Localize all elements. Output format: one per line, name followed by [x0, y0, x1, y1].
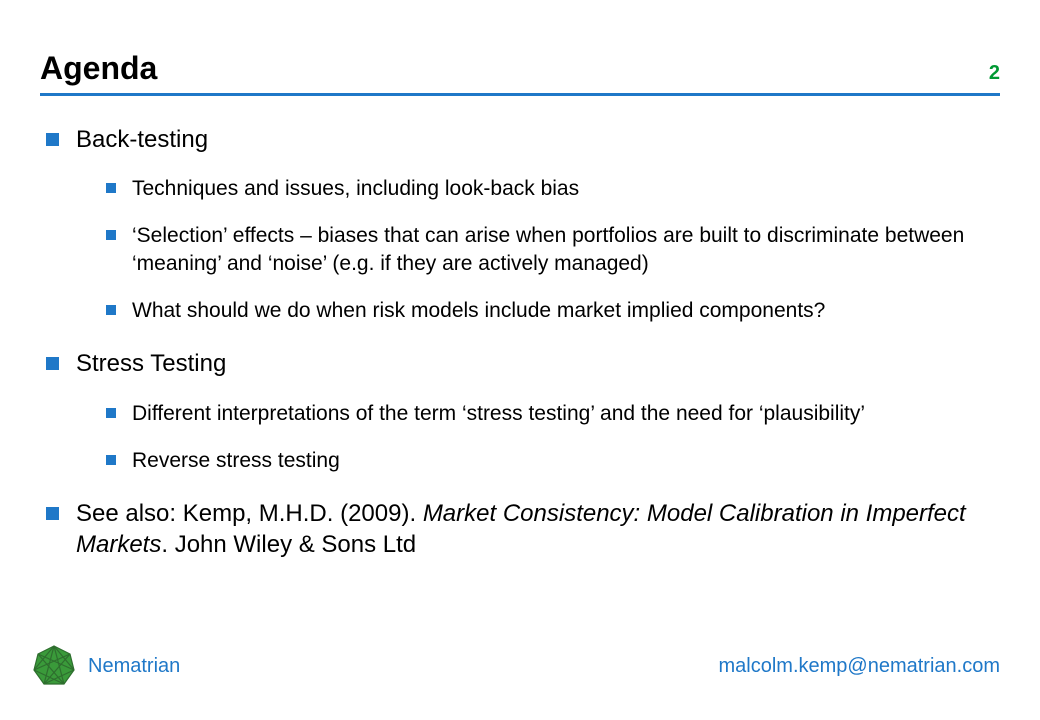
see-also-text: See also: Kemp, M.H.D. (2009). Market Co… [76, 500, 966, 558]
bullet-list-l2: Techniques and issues, including look-ba… [106, 175, 1000, 324]
footer-left: Nematrian [30, 642, 180, 690]
list-item: Back-testing Techniques and issues, incl… [46, 124, 1000, 324]
contact-email: malcolm.kemp@nematrian.com [719, 655, 1001, 678]
list-item: Techniques and issues, including look-ba… [106, 175, 1000, 202]
title-rule [40, 93, 1000, 96]
see-also-suffix: . John Wiley & Sons Ltd [161, 531, 416, 558]
see-also-prefix: See also: Kemp, M.H.D. (2009). [76, 500, 423, 527]
list-item: ‘Selection’ effects – biases that can ar… [106, 222, 1000, 277]
content-area: Back-testing Techniques and issues, incl… [40, 124, 1000, 561]
bullet-list-l1: Back-testing Techniques and issues, incl… [46, 124, 1000, 561]
header-row: Agenda 2 [40, 50, 1000, 87]
list-item-label: Back-testing [76, 126, 208, 153]
brand-name: Nematrian [88, 655, 180, 678]
list-item: What should we do when risk models inclu… [106, 297, 1000, 324]
list-item: See also: Kemp, M.H.D. (2009). Market Co… [46, 498, 1000, 560]
list-item: Reverse stress testing [106, 447, 1000, 474]
list-item: Stress Testing Different interpretations… [46, 348, 1000, 474]
footer: Nematrian malcolm.kemp@nematrian.com [0, 642, 1040, 690]
list-item: Different interpretations of the term ‘s… [106, 400, 1000, 427]
slide: Agenda 2 Back-testing Techniques and iss… [0, 0, 1040, 720]
page-title: Agenda [40, 50, 157, 87]
brand-logo-icon [30, 642, 78, 690]
page-number: 2 [989, 62, 1000, 85]
bullet-list-l2: Different interpretations of the term ‘s… [106, 400, 1000, 475]
list-item-label: Stress Testing [76, 350, 226, 377]
